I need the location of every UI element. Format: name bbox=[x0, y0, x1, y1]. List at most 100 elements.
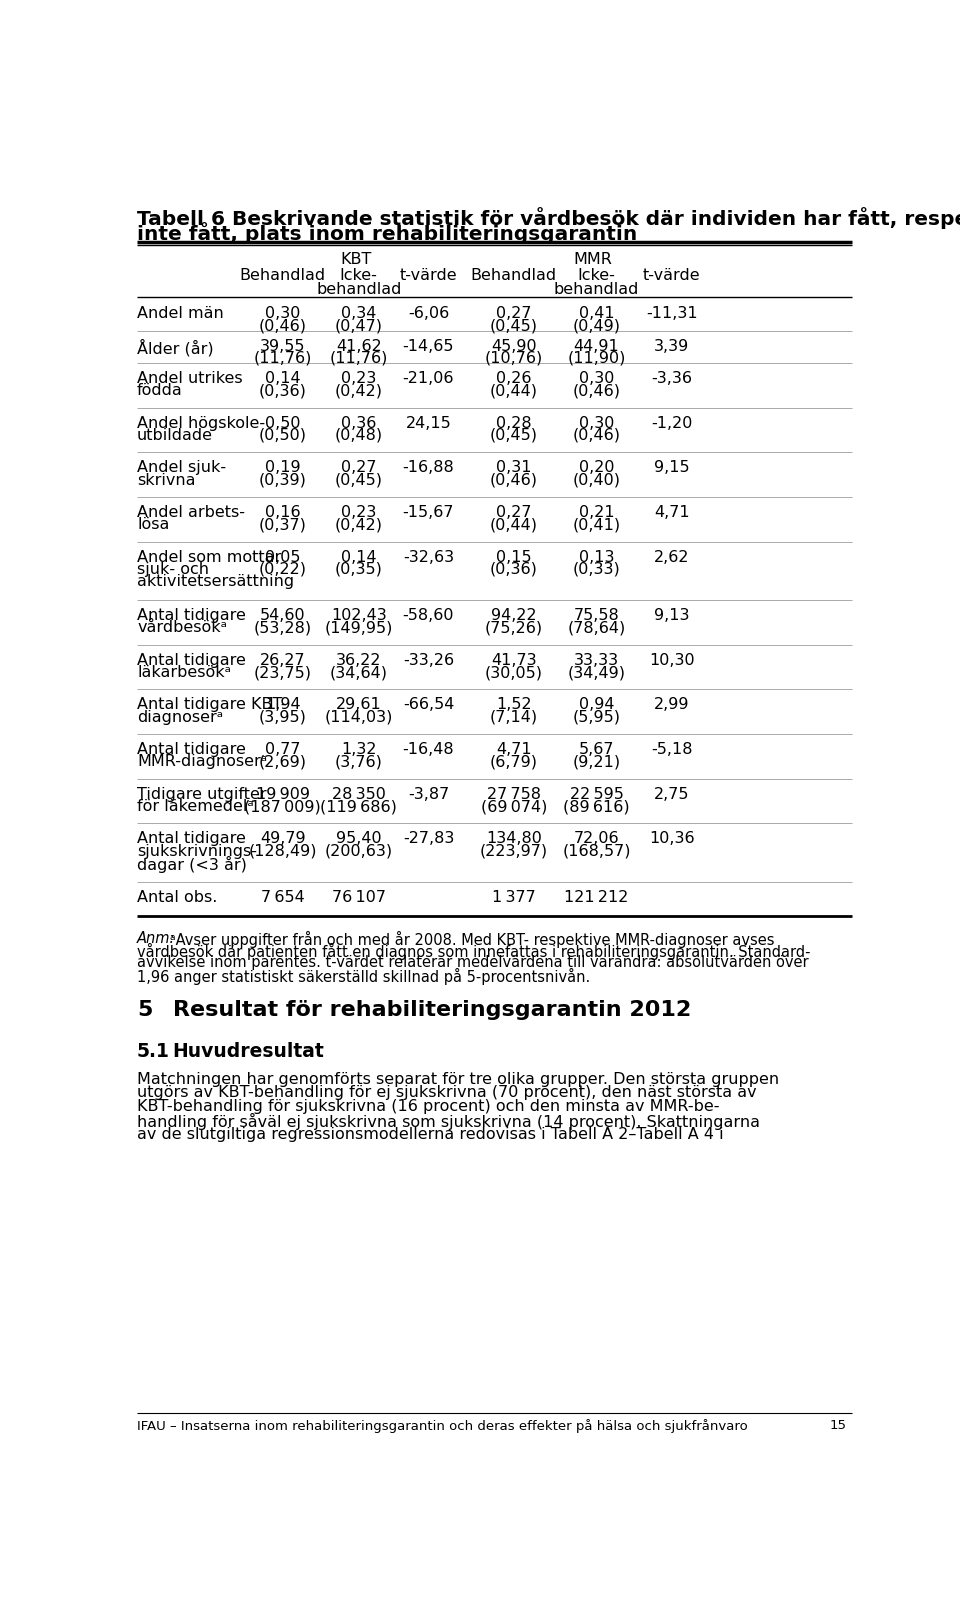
Text: (7,14): (7,14) bbox=[490, 709, 538, 725]
Text: 95,40: 95,40 bbox=[336, 831, 381, 846]
Text: 0,13: 0,13 bbox=[579, 549, 614, 565]
Text: utbildade: utbildade bbox=[137, 428, 213, 442]
Text: 0,21: 0,21 bbox=[579, 505, 614, 520]
Text: MMR: MMR bbox=[573, 252, 612, 266]
Text: -6,06: -6,06 bbox=[408, 307, 449, 321]
Text: 0,30: 0,30 bbox=[579, 371, 614, 386]
Text: Icke-: Icke- bbox=[578, 268, 615, 284]
Text: 10,36: 10,36 bbox=[649, 831, 695, 846]
Text: av de slutgiltiga regressionsmodellerna redovisas i Tabell A 2–Tabell A 4 i: av de slutgiltiga regressionsmodellerna … bbox=[137, 1127, 724, 1141]
Text: (0,46): (0,46) bbox=[572, 383, 620, 399]
Text: t-värde: t-värde bbox=[399, 268, 457, 284]
Text: skrivna: skrivna bbox=[137, 473, 196, 487]
Text: Ålder (år): Ålder (år) bbox=[137, 339, 214, 355]
Text: -16,88: -16,88 bbox=[402, 460, 454, 475]
Text: 94,22: 94,22 bbox=[491, 608, 537, 623]
Text: diagnoserᵃ: diagnoserᵃ bbox=[137, 709, 223, 725]
Text: -32,63: -32,63 bbox=[403, 549, 454, 565]
Text: 0,15: 0,15 bbox=[496, 549, 532, 565]
Text: Huvudresultat: Huvudresultat bbox=[173, 1041, 324, 1060]
Text: 0,94: 0,94 bbox=[579, 697, 614, 712]
Text: 0,50: 0,50 bbox=[265, 415, 300, 431]
Text: 10,30: 10,30 bbox=[649, 652, 695, 667]
Text: 134,80: 134,80 bbox=[486, 831, 541, 846]
Text: -21,06: -21,06 bbox=[402, 371, 454, 386]
Text: (0,49): (0,49) bbox=[572, 318, 620, 334]
Text: -3,87: -3,87 bbox=[408, 786, 449, 801]
Text: Andel sjuk-: Andel sjuk- bbox=[137, 460, 227, 475]
Text: aktivitetsersättning: aktivitetsersättning bbox=[137, 575, 294, 589]
Text: sjuk- och: sjuk- och bbox=[137, 562, 209, 576]
Text: (89 616): (89 616) bbox=[564, 799, 630, 813]
Text: (11,76): (11,76) bbox=[253, 350, 312, 366]
Text: vårdbesök där patienten fått en diagnos som innefattas i rehabiliteringsgarantin: vårdbesök där patienten fått en diagnos … bbox=[137, 943, 810, 959]
Text: lösa: lösa bbox=[137, 516, 169, 533]
Text: -11,31: -11,31 bbox=[646, 307, 698, 321]
Text: -5,18: -5,18 bbox=[651, 741, 692, 757]
Text: (6,79): (6,79) bbox=[490, 754, 538, 768]
Text: 0,27: 0,27 bbox=[496, 505, 532, 520]
Text: Antal tidigare KBT-: Antal tidigare KBT- bbox=[137, 697, 287, 712]
Text: -27,83: -27,83 bbox=[403, 831, 454, 846]
Text: (11,76): (11,76) bbox=[329, 350, 388, 366]
Text: (0,42): (0,42) bbox=[335, 516, 383, 533]
Text: Resultat för rehabiliteringsgarantin 2012: Resultat för rehabiliteringsgarantin 201… bbox=[173, 999, 691, 1020]
Text: (23,75): (23,75) bbox=[253, 665, 312, 679]
Text: (3,95): (3,95) bbox=[259, 709, 306, 725]
Text: Andel utrikes: Andel utrikes bbox=[137, 371, 243, 386]
Text: 5: 5 bbox=[137, 999, 153, 1020]
Text: 102,43: 102,43 bbox=[331, 608, 387, 623]
Text: (3,76): (3,76) bbox=[335, 754, 383, 768]
Text: Antal tidigare: Antal tidigare bbox=[137, 608, 246, 623]
Text: 0,20: 0,20 bbox=[579, 460, 614, 475]
Text: (0,48): (0,48) bbox=[335, 428, 383, 442]
Text: 0,27: 0,27 bbox=[496, 307, 532, 321]
Text: -1,20: -1,20 bbox=[651, 415, 692, 431]
Text: avvikelse inom parentes. t-värdet relaterar medelvärdena till varandra: absolutv: avvikelse inom parentes. t-värdet relate… bbox=[137, 955, 808, 970]
Text: 0,05: 0,05 bbox=[265, 549, 300, 565]
Text: för läkemedelᵃ: för läkemedelᵃ bbox=[137, 799, 253, 813]
Text: (53,28): (53,28) bbox=[253, 620, 312, 634]
Text: (0,45): (0,45) bbox=[490, 428, 538, 442]
Text: (0,44): (0,44) bbox=[490, 516, 538, 533]
Text: Antal tidigare: Antal tidigare bbox=[137, 831, 246, 846]
Text: -58,60: -58,60 bbox=[402, 608, 454, 623]
Text: (0,40): (0,40) bbox=[572, 473, 620, 487]
Text: (168,57): (168,57) bbox=[563, 843, 631, 859]
Text: 1,52: 1,52 bbox=[496, 697, 532, 712]
Text: 26,27: 26,27 bbox=[260, 652, 305, 667]
Text: födda: födda bbox=[137, 383, 182, 399]
Text: (30,05): (30,05) bbox=[485, 665, 542, 679]
Text: Matchningen har genomförts separat för tre olika grupper. Den största gruppen: Matchningen har genomförts separat för t… bbox=[137, 1072, 780, 1086]
Text: 49,79: 49,79 bbox=[260, 831, 305, 846]
Text: behandlad: behandlad bbox=[554, 281, 639, 297]
Text: 2,99: 2,99 bbox=[654, 697, 689, 712]
Text: 33,33: 33,33 bbox=[574, 652, 619, 667]
Text: Tidigare utgifter: Tidigare utgifter bbox=[137, 786, 267, 801]
Text: (5,95): (5,95) bbox=[572, 709, 620, 725]
Text: (0,46): (0,46) bbox=[490, 473, 538, 487]
Text: (0,42): (0,42) bbox=[335, 383, 383, 399]
Text: 0,36: 0,36 bbox=[341, 415, 376, 431]
Text: utgörs av KBT-behandling för ej sjukskrivna (70 procent), den näst största av: utgörs av KBT-behandling för ej sjukskri… bbox=[137, 1085, 756, 1099]
Text: (0,46): (0,46) bbox=[259, 318, 307, 334]
Text: 24,15: 24,15 bbox=[405, 415, 451, 431]
Text: (0,45): (0,45) bbox=[335, 473, 383, 487]
Text: (114,03): (114,03) bbox=[324, 709, 393, 725]
Text: (223,97): (223,97) bbox=[480, 843, 548, 859]
Text: (0,37): (0,37) bbox=[259, 516, 306, 533]
Text: IFAU – Insatserna inom rehabiliteringsgarantin och deras effekter på hälsa och s: IFAU – Insatserna inom rehabiliteringsga… bbox=[137, 1419, 748, 1432]
Text: 72,06: 72,06 bbox=[574, 831, 619, 846]
Text: (0,47): (0,47) bbox=[335, 318, 383, 334]
Text: (119 686): (119 686) bbox=[321, 799, 397, 813]
Text: 2,75: 2,75 bbox=[654, 786, 689, 801]
Text: 0,14: 0,14 bbox=[265, 371, 300, 386]
Text: (2,69): (2,69) bbox=[259, 754, 307, 768]
Text: (11,90): (11,90) bbox=[567, 350, 626, 366]
Text: 2,62: 2,62 bbox=[654, 549, 689, 565]
Text: 15: 15 bbox=[830, 1419, 847, 1432]
Text: (187 009): (187 009) bbox=[245, 799, 322, 813]
Text: (0,50): (0,50) bbox=[259, 428, 307, 442]
Text: 9,13: 9,13 bbox=[654, 608, 689, 623]
Text: 28 350: 28 350 bbox=[332, 786, 386, 801]
